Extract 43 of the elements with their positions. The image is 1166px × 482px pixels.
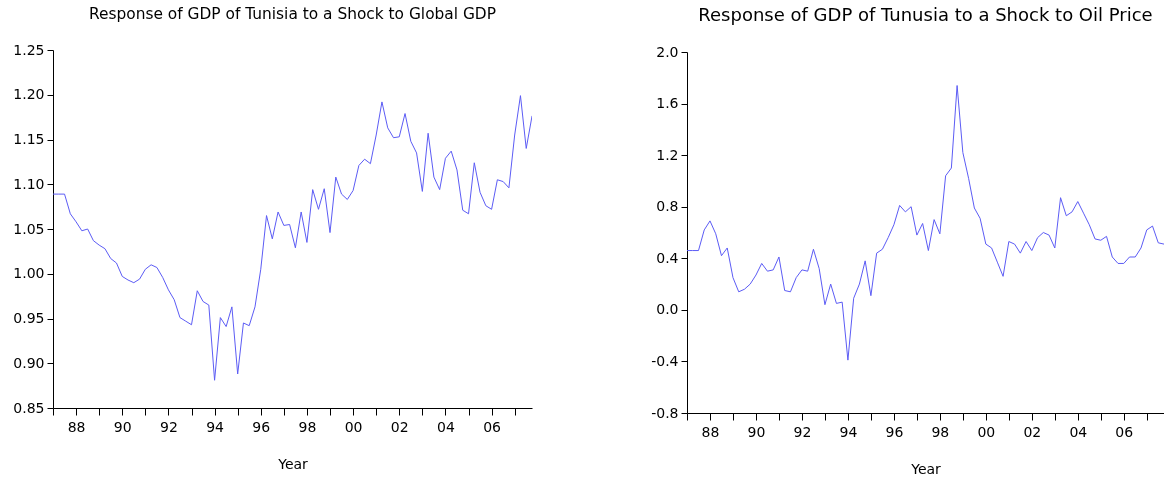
y-tick-label: 1.05 — [13, 220, 45, 237]
chart-title: Response of GDP of Tunisia to a Shock to Global GDP — [89, 4, 496, 23]
x-tick-label: 04 — [1069, 423, 1088, 440]
x-tick-label: 02 — [390, 418, 409, 435]
x-tick-label: 90 — [113, 418, 132, 435]
y-tick-label: 1.25 — [13, 41, 45, 58]
y-tick-label: 0.4 — [656, 249, 679, 266]
x-tick-label: 92 — [793, 423, 812, 440]
x-tick-label: 88 — [67, 418, 86, 435]
x-tick-label: 90 — [747, 423, 766, 440]
y-tick-label: 1.00 — [13, 265, 45, 282]
y-tick-label: -0.8 — [651, 404, 679, 421]
chart-title: Response of GDP of Tunusia to a Shock to Oil Price — [698, 3, 1153, 25]
y-tick-label: 0.90 — [13, 354, 45, 371]
x-tick-label: 02 — [1023, 423, 1042, 440]
x-tick-label: 94 — [839, 423, 858, 440]
y-tick-label: 1.2 — [656, 146, 679, 163]
x-tick-label: 00 — [977, 423, 996, 440]
x-tick-label: 06 — [483, 418, 502, 435]
y-tick-label: 0.95 — [13, 310, 45, 326]
y-tick-label: 1.15 — [13, 131, 45, 147]
y-tick-label: 2.0 — [656, 43, 679, 60]
y-tick-label: -0.4 — [651, 352, 679, 369]
x-axis-title: Year — [277, 455, 309, 472]
y-tick-label: 0.8 — [656, 198, 679, 215]
y-tick-label: 1.10 — [13, 175, 45, 192]
y-tick-label: 0.0 — [656, 301, 679, 318]
x-tick-label: 96 — [885, 423, 904, 440]
x-tick-label: 92 — [160, 418, 178, 435]
x-tick-label: 98 — [298, 418, 317, 435]
line-series — [53, 95, 532, 381]
y-tick-label: 1.6 — [656, 95, 679, 112]
x-tick-label: 94 — [206, 418, 225, 435]
y-tick-label: 0.85 — [13, 399, 45, 416]
x-tick-label: 96 — [252, 418, 271, 435]
x-tick-label: 06 — [1115, 423, 1134, 440]
x-tick-label: 00 — [344, 418, 363, 435]
x-tick-label: 04 — [437, 418, 455, 435]
x-axis-title: Year — [910, 460, 942, 477]
x-tick-label: 88 — [701, 423, 720, 440]
x-tick-label: 98 — [931, 423, 950, 440]
y-tick-label: 1.20 — [13, 86, 45, 103]
line-series — [687, 85, 1164, 361]
